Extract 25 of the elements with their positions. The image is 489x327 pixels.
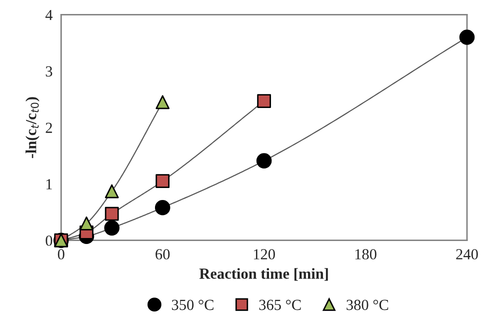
x-tick-label: 180	[355, 249, 376, 260]
point	[154, 200, 170, 216]
y-axis-title: -ln(c$_{t}$/c$_{t0}$)	[26, 97, 40, 158]
legend-label: 380 °C	[346, 300, 388, 310]
y-tick-label: 2	[46, 122, 52, 133]
legend-label: 350 °C	[172, 300, 214, 310]
y-tick-label: 4	[45, 10, 53, 20]
x-tick-label: 60	[156, 249, 170, 260]
point	[104, 184, 119, 198]
x-tick-label: 120	[254, 249, 275, 260]
x-tick-label: 0	[58, 249, 64, 260]
point	[104, 206, 119, 221]
legend-label: 365 °C	[259, 300, 301, 310]
x-tick-label: 240	[456, 249, 478, 260]
y-tick-label: 0	[46, 235, 52, 246]
point	[257, 94, 272, 108]
point	[256, 153, 272, 168]
y-tick-label: 3	[46, 66, 52, 77]
point	[156, 174, 170, 188]
point	[459, 30, 475, 45]
x-axis-title: Reaction time [min]	[199, 268, 328, 281]
point	[156, 95, 170, 110]
y-tick-label: 1	[46, 179, 52, 190]
point	[80, 216, 94, 230]
point	[104, 220, 120, 236]
